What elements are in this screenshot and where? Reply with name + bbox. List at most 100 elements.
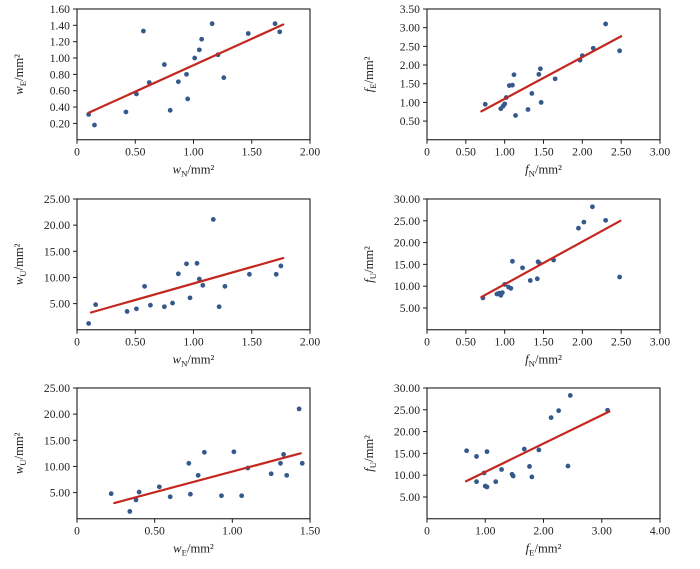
data-point xyxy=(124,308,130,314)
data-point xyxy=(86,320,92,326)
trend-line xyxy=(480,219,622,298)
data-point xyxy=(484,449,490,455)
data-point xyxy=(142,283,147,289)
data-point xyxy=(175,79,181,85)
data-point xyxy=(552,76,558,82)
data-point xyxy=(247,271,252,277)
data-point xyxy=(93,301,99,307)
y-tick-label: 15.00 xyxy=(394,448,420,461)
y-tick-label: 1.20 xyxy=(50,36,70,49)
data-point xyxy=(161,62,167,67)
data-point xyxy=(200,282,206,288)
x-axis-ticks: 0 0.50 1.00 1.50 2.00 2.50 3.00 xyxy=(424,139,670,159)
x-axis-label: fE/mm² xyxy=(526,542,562,558)
y-tick-label: 20.00 xyxy=(44,408,70,421)
data-point xyxy=(484,484,490,490)
scatter-points xyxy=(464,393,610,490)
data-point xyxy=(209,21,215,27)
y-tick-label: 10.00 xyxy=(44,271,70,284)
data-point xyxy=(493,479,499,485)
data-point xyxy=(296,406,302,412)
x-tick-label: 1.50 xyxy=(242,146,262,159)
x-axis-ticks: 0 0.50 1.00 1.50 2.00 xyxy=(74,139,320,159)
x-axis-label: fN/mm² xyxy=(525,163,562,179)
y-tick-label: 1.00 xyxy=(400,96,420,109)
y-tick-label: 30.00 xyxy=(394,382,420,395)
data-point xyxy=(141,28,146,34)
y-tick-label: 20.00 xyxy=(394,426,420,439)
data-point xyxy=(499,467,504,473)
data-point xyxy=(201,450,207,456)
x-tick-label: 1.00 xyxy=(495,146,515,159)
y-axis-label: fU/mm² xyxy=(362,245,378,282)
data-point xyxy=(108,491,114,497)
x-tick-label: 1.00 xyxy=(222,525,242,538)
y-tick-label: 3.50 xyxy=(400,3,420,16)
data-point xyxy=(576,225,581,231)
chart-svg-wu-vs-wn: 0 0.50 1.00 1.50 2.00 5.00 10.00 15.00 20.00 25.0… xyxy=(12,193,320,369)
data-point xyxy=(277,29,283,35)
y-tick-label: 10.00 xyxy=(44,461,70,474)
y-tick-label: 25.00 xyxy=(394,404,420,417)
scatter-plot-fu-vs-fe: 0 1.00 2.00 3.00 4.00 5.00 10.00 15.00 20.00 25.0… xyxy=(350,379,700,569)
y-tick-label: 2.00 xyxy=(400,59,420,72)
data-point xyxy=(245,31,251,36)
x-tick-label: 0.50 xyxy=(125,335,145,348)
data-point xyxy=(133,497,139,503)
data-point xyxy=(508,285,514,291)
y-tick-label: 25.00 xyxy=(44,382,70,395)
data-point xyxy=(222,283,228,289)
trend-line xyxy=(89,256,285,314)
data-point xyxy=(175,271,181,276)
y-tick-label: 25.00 xyxy=(394,214,420,227)
x-tick-label: 0.50 xyxy=(456,335,476,348)
y-tick-label: 5.00 xyxy=(400,491,420,504)
y-tick-label: 0.50 xyxy=(400,115,420,128)
data-point xyxy=(565,463,571,469)
data-point xyxy=(186,461,192,467)
data-point xyxy=(502,101,508,107)
x-tick-label: 0 xyxy=(424,335,430,348)
chart-svg-fu-vs-fn: 0 0.50 1.00 1.50 2.00 2.50 3.00 5.00 10.00 15.00 2… xyxy=(362,193,670,369)
scatter-points xyxy=(480,204,623,300)
data-point xyxy=(527,277,533,283)
data-point xyxy=(567,393,573,399)
data-point xyxy=(170,300,175,306)
x-tick-label: 1.50 xyxy=(242,335,262,348)
trend-line xyxy=(87,23,285,114)
data-point xyxy=(284,473,290,479)
x-tick-label: 2.00 xyxy=(572,335,592,348)
scatter-plot-wu-vs-wn: 0 0.50 1.00 1.50 2.00 5.00 10.00 15.00 20.00 25.0… xyxy=(0,190,350,380)
data-point xyxy=(196,47,202,53)
data-point xyxy=(184,71,189,77)
trend-line xyxy=(464,410,611,483)
data-point xyxy=(195,473,201,479)
y-tick-label: 0.80 xyxy=(50,68,70,81)
data-point xyxy=(127,509,133,515)
x-axis-label: wN/mm² xyxy=(173,352,215,368)
scatter-points xyxy=(482,21,623,118)
y-tick-label: 0.60 xyxy=(50,85,70,98)
y-tick-label: 1.60 xyxy=(50,3,70,16)
x-tick-label: 2.00 xyxy=(572,146,592,159)
data-point xyxy=(556,408,562,414)
x-axis-ticks: 0 0.50 1.00 1.50 xyxy=(74,519,320,538)
y-axis-label: wU/mm² xyxy=(12,243,28,285)
y-tick-label: 25.00 xyxy=(44,193,70,206)
y-tick-label: 5.00 xyxy=(50,297,70,310)
data-point xyxy=(474,479,479,485)
data-point xyxy=(538,99,544,105)
y-axis-ticks: 0.50 1.00 1.50 2.00 2.50 3.00 3.50 xyxy=(400,3,427,128)
y-tick-label: 2.50 xyxy=(400,40,420,53)
data-point xyxy=(603,217,609,223)
scatter-points xyxy=(86,216,284,326)
x-tick-label: 2.50 xyxy=(611,335,631,348)
plot-frame xyxy=(426,198,661,330)
data-point xyxy=(603,21,609,27)
x-tick-label: 2.00 xyxy=(300,146,320,159)
y-axis-label: wU/mm² xyxy=(12,433,28,475)
x-tick-label: 2.00 xyxy=(533,525,553,538)
y-tick-label: 1.50 xyxy=(400,78,420,91)
data-point xyxy=(167,107,173,113)
x-tick-label: 2.00 xyxy=(300,335,320,348)
